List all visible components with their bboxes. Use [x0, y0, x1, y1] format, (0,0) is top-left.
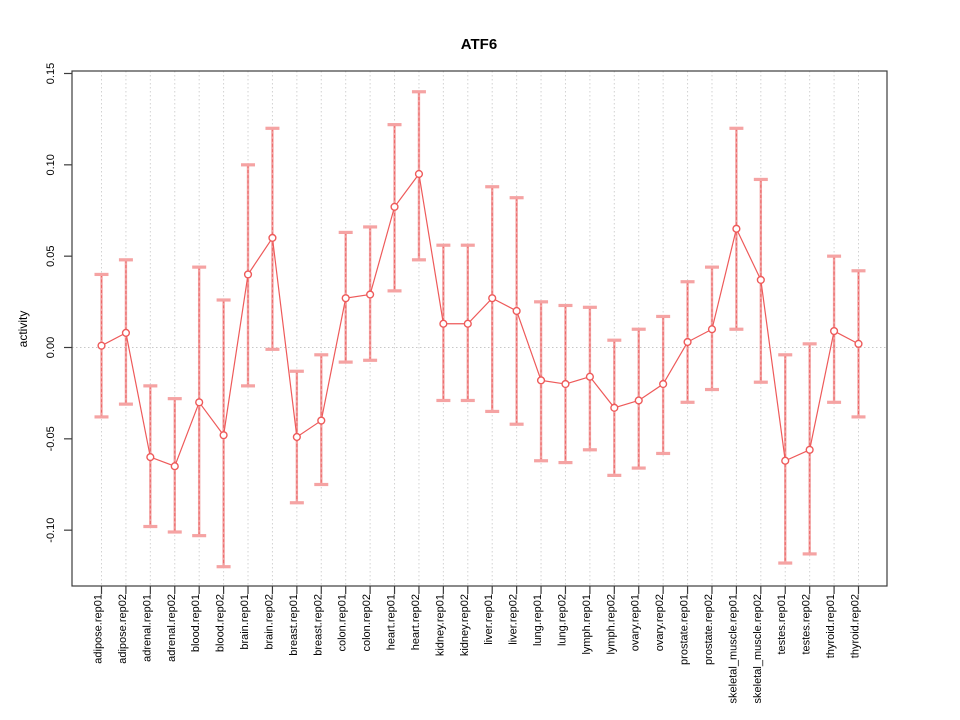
data-point: [292, 432, 301, 442]
axis-layer: -0.10 -0.05 0.00 0.05 0.10 0.15 adipose.rep01 a…: [45, 63, 862, 704]
data-point: [512, 306, 521, 316]
x-tick-label: kidney.rep02: [459, 594, 471, 656]
data-point: [366, 290, 375, 299]
data-point: [317, 416, 326, 425]
x-tick-label: testes.rep02: [801, 594, 813, 655]
grid-layer: [72, 71, 887, 586]
data-point: [390, 202, 399, 211]
x-tick-label: brain.rep01: [239, 594, 251, 650]
y-tick-label: 0.15: [45, 63, 57, 84]
x-tick-label: prostate.rep02: [703, 594, 715, 665]
data-point: [463, 319, 472, 328]
data-point: [854, 339, 863, 348]
data-point: [585, 372, 594, 381]
data-point: [195, 398, 204, 407]
y-axis-label: activity: [16, 311, 30, 348]
x-tick-label: adrenal.rep02: [166, 594, 178, 662]
x-tick-label: thyroid.rep01: [825, 594, 837, 658]
x-tick-label: adipose.rep02: [117, 594, 129, 664]
x-tick-label: blood.rep02: [215, 594, 227, 652]
x-tick-label: ovary.rep02: [654, 594, 666, 651]
series-line: [101, 172, 859, 468]
data-point: [561, 379, 570, 389]
y-tick-label: 0.05: [45, 245, 57, 266]
x-tick-label: skeletal_muscle.rep02: [752, 594, 764, 703]
x-tick-label: breast.rep01: [288, 594, 300, 656]
x-tick-label: skeletal_muscle.rep01: [727, 594, 739, 703]
data-point: [732, 224, 741, 233]
data-point: [219, 431, 228, 440]
data-point: [659, 379, 668, 389]
data-point: [414, 169, 424, 179]
data-point: [756, 275, 765, 285]
data-point: [634, 396, 643, 405]
x-tick-label: prostate.rep01: [679, 594, 691, 665]
x-tick-label: liver.rep01: [483, 594, 495, 645]
data-point: [805, 445, 814, 454]
x-tick-label: brain.rep02: [263, 594, 275, 650]
x-tick-label: lymph.rep02: [605, 594, 617, 655]
data-point: [146, 453, 155, 462]
data-point: [610, 403, 619, 412]
x-tick-label: adrenal.rep01: [141, 594, 153, 662]
x-tick-label: lung.rep01: [532, 594, 544, 646]
data-point: [707, 325, 717, 334]
y-tick-label: -0.05: [45, 426, 57, 451]
x-tick-label: lung.rep02: [556, 594, 568, 646]
data-point: [683, 337, 692, 347]
data-point: [439, 319, 448, 328]
x-tick-label: heart.rep02: [410, 594, 422, 650]
y-tick-label: -0.10: [45, 518, 57, 543]
x-tick-label: adipose.rep01: [93, 594, 105, 664]
x-tick-label: testes.rep01: [776, 594, 788, 655]
x-tick-label: thyroid.rep02: [850, 594, 862, 658]
data-point: [268, 233, 277, 242]
x-tick-label: colon.rep02: [361, 594, 373, 652]
data-point: [536, 376, 546, 385]
plot-border: [71, 70, 888, 587]
x-tick-label: blood.rep01: [190, 594, 202, 652]
x-tick-label: lymph.rep01: [581, 594, 593, 655]
data-point: [829, 326, 839, 336]
data-point: [97, 341, 106, 350]
data-point: [121, 328, 131, 337]
x-tick-label: breast.rep02: [312, 594, 324, 656]
y-tick-label: 0.00: [45, 337, 57, 358]
error-bar-layer: [94, 90, 866, 569]
data-point: [243, 270, 253, 279]
data-point: [488, 294, 497, 303]
data-point: [170, 462, 179, 471]
x-tick-label: kidney.rep01: [434, 594, 446, 656]
data-point: [781, 456, 790, 465]
data-point: [341, 294, 350, 303]
x-tick-label: colon.rep01: [337, 594, 349, 652]
x-tick-label: ovary.rep01: [630, 594, 642, 651]
x-tick-label: heart.rep01: [386, 594, 398, 650]
x-tick-label: liver.rep02: [508, 594, 520, 645]
series-layer: [97, 169, 863, 471]
y-tick-label: 0.10: [45, 154, 57, 175]
chart-title: ATF6: [461, 36, 497, 53]
